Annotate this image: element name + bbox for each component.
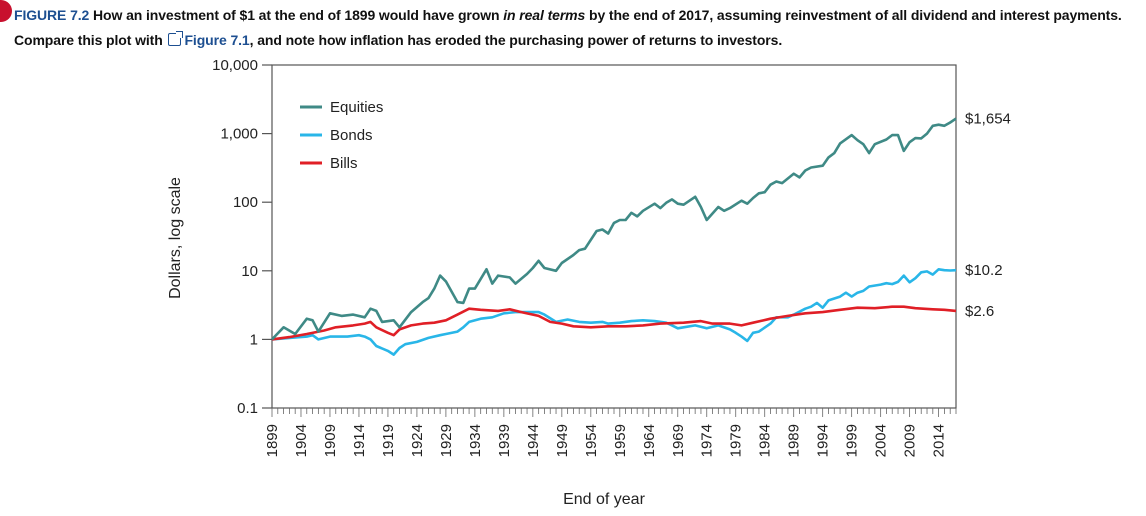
x-tick-label: 1984 [757, 424, 774, 457]
series-line-equities [271, 117, 957, 341]
x-tick-label: 1929 [438, 424, 455, 457]
x-tick-label: 1959 [612, 424, 629, 457]
y-tick-label: 1 [250, 331, 258, 348]
x-tick-label: 2009 [902, 424, 919, 457]
x-tick-label: 1939 [496, 424, 513, 457]
x-tick-label: 1974 [699, 424, 716, 457]
y-tick-label: 10,000 [212, 57, 258, 74]
x-tick-label: 1899 [264, 424, 281, 457]
x-axis: 1899 1904 1909 1914 1919 1924 1929 1934 1939 1944… [264, 408, 957, 457]
y-axis: 0.1 1 10 100 1,000 10,000 [212, 57, 272, 417]
x-axis-title: End of year [563, 491, 646, 508]
end-label-equities: $1,654 [965, 111, 1011, 128]
legend-label-equities: Equities [330, 99, 383, 116]
y-tick-label: 0.1 [237, 400, 258, 417]
x-tick-label: 1909 [322, 424, 339, 457]
legend-label-bills: Bills [330, 155, 358, 172]
x-tick-label: 2014 [931, 424, 948, 457]
plot-frame [271, 64, 957, 409]
x-tick-label: 1924 [409, 424, 426, 457]
caption-text-2: by the end of 2017, assuming reinvestmen… [14, 7, 1122, 48]
caption-text-1: How an investment of $1 at the end of 18… [89, 7, 504, 23]
y-tick-label: 10 [241, 263, 258, 280]
x-tick-label: 1944 [525, 424, 542, 457]
x-tick-label: 1934 [467, 424, 484, 457]
y-tick-label: 100 [233, 194, 258, 211]
end-labels: $1,654 $10.2 $2.6 [965, 111, 1011, 320]
x-tick-label: 1999 [844, 424, 861, 457]
x-tick-label: 2004 [873, 424, 890, 457]
caption-emphasis: in real terms [503, 7, 586, 23]
x-tick-label: 1994 [815, 424, 832, 457]
external-link-icon[interactable] [168, 31, 184, 46]
x-tick-label: 1964 [641, 424, 658, 457]
end-label-bills: $2.6 [965, 303, 994, 320]
y-axis-title: Dollars, log scale [167, 177, 184, 299]
plot-area-border [271, 64, 957, 409]
series-lines [271, 117, 957, 356]
x-tick-label: 1989 [786, 424, 803, 457]
x-tick-label: 1969 [670, 424, 687, 457]
x-tick-label: 1979 [728, 424, 745, 457]
x-tick-label: 1914 [351, 424, 368, 457]
end-label-bonds: $10.2 [965, 262, 1003, 279]
series-line-bonds [271, 268, 957, 356]
y-tick-label: 1,000 [220, 126, 258, 143]
x-tick-label: 1954 [583, 424, 600, 457]
legend-label-bonds: Bonds [330, 127, 373, 144]
x-tick-label: 1919 [380, 424, 397, 457]
series-line-bills [271, 305, 957, 341]
caption-text-3: , and note how inflation has eroded the … [249, 32, 783, 48]
figure-number: FIGURE 7.2 [14, 7, 90, 23]
figure-badge [0, 0, 12, 22]
figure-caption: FIGURE 7.2 How an investment of $1 at th… [14, 3, 1144, 53]
x-tick-label: 1904 [293, 424, 310, 457]
figure-link[interactable]: Figure 7.1 [184, 32, 250, 48]
legend: Equities Bonds Bills [300, 99, 383, 172]
x-tick-label: 1949 [554, 424, 571, 457]
